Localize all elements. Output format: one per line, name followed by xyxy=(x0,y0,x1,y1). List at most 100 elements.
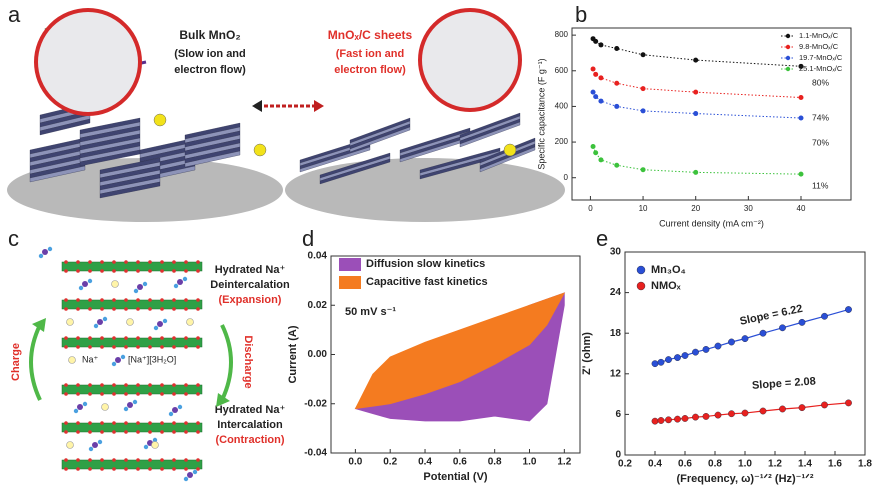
y-tick-label: 24 xyxy=(610,287,622,298)
panel-label: a xyxy=(8,2,21,27)
atom xyxy=(76,269,80,273)
atom xyxy=(148,336,152,340)
atom xyxy=(136,458,140,462)
atom xyxy=(148,430,152,434)
slab xyxy=(62,423,202,432)
point xyxy=(798,116,803,121)
point xyxy=(799,319,805,325)
atom xyxy=(184,430,188,434)
annotation: 50 mV s⁻¹ xyxy=(345,306,396,318)
point xyxy=(693,111,698,116)
y-tick-label: 200 xyxy=(555,137,569,146)
label: Discharge xyxy=(242,335,254,388)
water xyxy=(88,279,92,283)
legend-swatch xyxy=(339,258,361,271)
point xyxy=(728,339,734,345)
atom xyxy=(196,383,200,387)
point xyxy=(593,72,598,77)
atom xyxy=(76,430,80,434)
legend-label: Diffusion slow kinetics xyxy=(366,258,485,270)
point xyxy=(614,163,619,168)
atom xyxy=(88,467,92,471)
atom xyxy=(112,298,116,302)
label: electron flow) xyxy=(174,64,246,76)
atom xyxy=(112,383,116,387)
point xyxy=(665,356,671,362)
atom xyxy=(160,421,164,425)
atom xyxy=(136,307,140,311)
atom xyxy=(184,458,188,462)
water xyxy=(79,286,83,290)
atom xyxy=(124,260,128,264)
y-tick-label: 600 xyxy=(555,66,569,75)
water xyxy=(187,472,193,478)
atom xyxy=(172,421,176,425)
atom xyxy=(100,269,104,273)
x-tick-label: 1.2 xyxy=(768,459,782,470)
atom xyxy=(88,430,92,434)
atom xyxy=(64,430,68,434)
point xyxy=(665,417,671,423)
water xyxy=(97,319,103,325)
atom xyxy=(160,430,164,434)
x-tick-label: 40 xyxy=(797,204,806,213)
slab xyxy=(62,262,202,271)
atom xyxy=(160,458,164,462)
label: Hydrated Na⁺ xyxy=(215,404,286,416)
water xyxy=(127,402,133,408)
point xyxy=(593,150,598,155)
atom xyxy=(136,336,140,340)
y-axis-label: Current (A) xyxy=(287,325,299,383)
atom xyxy=(160,269,164,273)
atom xyxy=(196,430,200,434)
zoom-circle xyxy=(36,10,140,114)
atom xyxy=(76,298,80,302)
label: Hydrated Na⁺ xyxy=(215,264,286,276)
water xyxy=(143,282,147,286)
atom xyxy=(172,260,176,264)
point xyxy=(641,86,646,91)
atom xyxy=(88,345,92,349)
atom xyxy=(136,467,140,471)
arrow xyxy=(222,325,231,400)
atom xyxy=(64,458,68,462)
sodium xyxy=(69,357,76,364)
atom xyxy=(100,467,104,471)
legend-label: 1.1-MnOₓ/C xyxy=(799,31,839,40)
water xyxy=(174,284,178,288)
atom xyxy=(148,421,152,425)
point xyxy=(845,400,851,406)
x-tick-label: 10 xyxy=(639,204,648,213)
sodium xyxy=(112,281,119,288)
x-tick-label: 0.4 xyxy=(418,457,432,468)
atom xyxy=(160,260,164,264)
legend-label: 9.8-MnOₓ/C xyxy=(799,42,839,51)
y-tick-label: 800 xyxy=(555,30,569,39)
legend-marker xyxy=(637,266,645,274)
atom xyxy=(196,421,200,425)
atom xyxy=(172,383,176,387)
atom xyxy=(184,260,188,264)
atom xyxy=(148,392,152,396)
water xyxy=(193,470,197,474)
atom xyxy=(196,458,200,462)
point xyxy=(652,418,658,424)
panel-a: a Bulk MnO₂ (Slow ion and electron flow)… xyxy=(7,2,565,222)
atom xyxy=(160,392,164,396)
atom xyxy=(88,383,92,387)
x-tick-label: 0 xyxy=(588,204,593,213)
atom xyxy=(184,392,188,396)
atom xyxy=(148,260,152,264)
point xyxy=(641,108,646,113)
annotation: 80% xyxy=(812,77,829,87)
layer xyxy=(400,131,470,156)
y-tick-label: 0.00 xyxy=(308,349,328,360)
atom xyxy=(172,269,176,273)
atom xyxy=(184,298,188,302)
point xyxy=(798,172,803,177)
point xyxy=(703,413,709,419)
atom xyxy=(100,336,104,340)
point xyxy=(845,306,851,312)
y-axis-label: Z' (ohm) xyxy=(581,332,593,375)
label: Bulk MnO₂ xyxy=(179,28,240,42)
